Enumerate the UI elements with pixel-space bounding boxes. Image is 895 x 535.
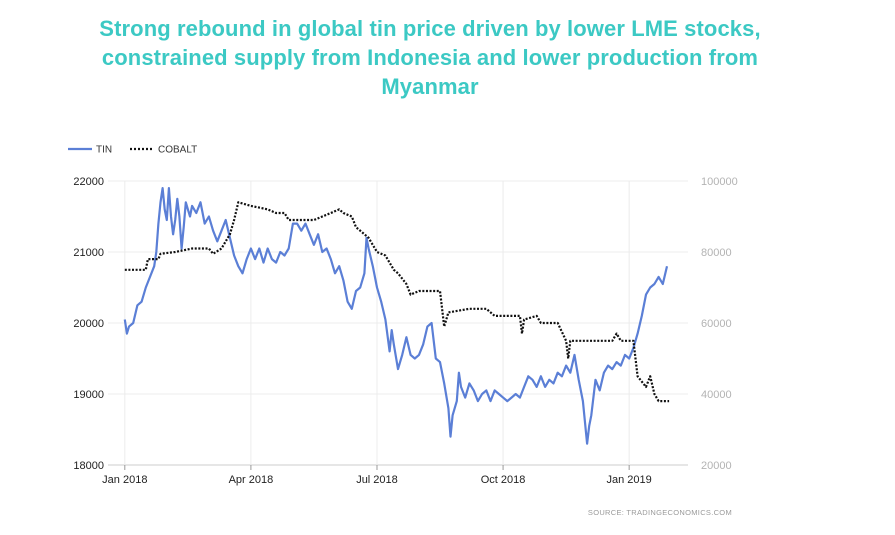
- y-right-tick-label: 40000: [701, 389, 732, 401]
- y-right-tick-label: 20000: [701, 460, 732, 472]
- x-tick-label: Jan 2018: [102, 474, 147, 486]
- right-y-axis: 100000 80000 60000 40000 20000: [701, 176, 738, 472]
- y-left-tick-label: 20000: [73, 318, 104, 330]
- chart-title-line-1: Strong rebound in global tin price drive…: [99, 16, 761, 41]
- y-right-tick-label: 80000: [701, 247, 732, 259]
- left-y-axis: 22000 21000 20000 19000 18000: [73, 176, 104, 472]
- y-left-tick-label: 19000: [73, 389, 104, 401]
- legend-label-cobalt: COBALT: [158, 145, 197, 156]
- x-tick-label: Jul 2018: [356, 474, 398, 486]
- legend-label-tin: TIN: [96, 145, 112, 156]
- x-tick-label: Apr 2018: [229, 474, 274, 486]
- y-left-tick-label: 18000: [73, 460, 104, 472]
- series-line-tin: [123, 187, 669, 445]
- x-tick-label: Jan 2019: [607, 474, 652, 486]
- source-note: SOURCE: TRADINGECONOMICS.COM: [588, 508, 732, 517]
- y-left-tick-label: 21000: [73, 247, 104, 259]
- chart-title-line-2: constrained supply from Indonesia and lo…: [101, 45, 759, 70]
- series-line-cobalt: [124, 201, 670, 403]
- x-tick-label: Oct 2018: [481, 474, 526, 486]
- grid-lines: [108, 180, 688, 466]
- x-axis: Jan 2018 Apr 2018 Jul 2018 Oct 2018 Jan 2019: [102, 465, 652, 486]
- y-left-tick-label: 22000: [73, 176, 104, 188]
- y-right-tick-label: 100000: [701, 176, 738, 188]
- chart-title: Strong rebound in global tin price drive…: [20, 14, 840, 101]
- legend: TIN COBALT: [68, 145, 197, 156]
- series-layer: [123, 187, 670, 445]
- chart-title-line-3: Myanmar: [381, 74, 479, 99]
- y-right-tick-label: 60000: [701, 318, 732, 330]
